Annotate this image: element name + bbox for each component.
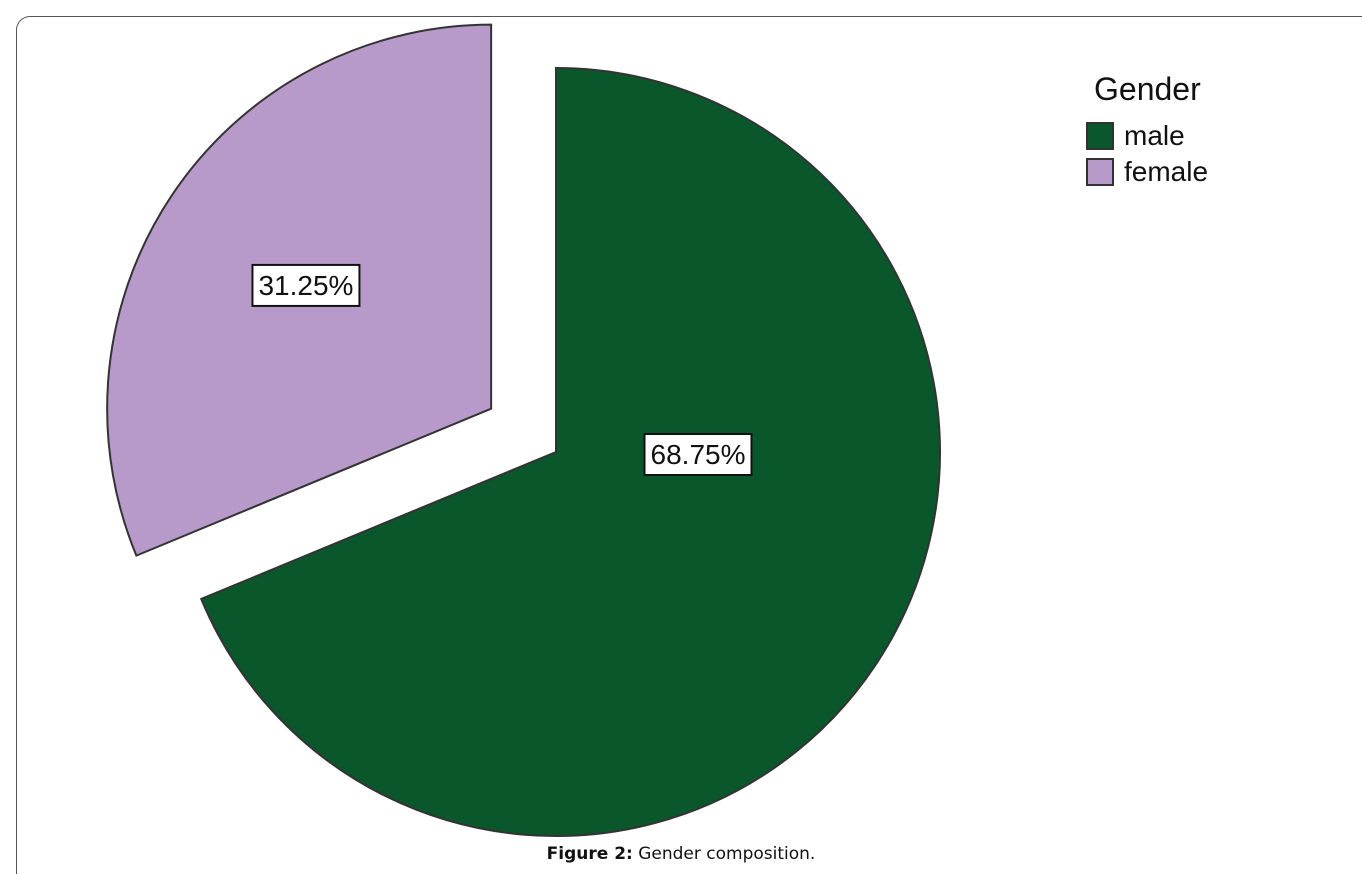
data-label-male: 68.75% — [643, 433, 753, 476]
legend-label-female: female — [1124, 156, 1209, 187]
legend-title: Gender — [1094, 71, 1201, 107]
data-label-box-male — [643, 433, 753, 476]
figure-frame — [16, 16, 1362, 874]
legend-label-male: male — [1124, 120, 1185, 151]
caption-text: Gender composition. — [632, 844, 816, 864]
legend-swatch-female — [1086, 158, 1114, 186]
legend-item-female: female — [1086, 154, 1208, 190]
data-label-text-female: 31.25% — [258, 270, 353, 301]
pie-slice-male — [199, 66, 941, 837]
legend-item-male: male — [1086, 118, 1208, 154]
data-label-female: 31.25% — [251, 263, 361, 307]
figure-caption: Figure 2: Gender composition. — [0, 844, 1362, 864]
data-label-text-male: 68.75% — [651, 439, 746, 470]
legend-swatch-male — [1086, 122, 1114, 150]
data-label-box-female — [251, 263, 361, 307]
legend: Gender male female — [1086, 70, 1208, 190]
caption-label: Figure 2: — [546, 844, 633, 864]
